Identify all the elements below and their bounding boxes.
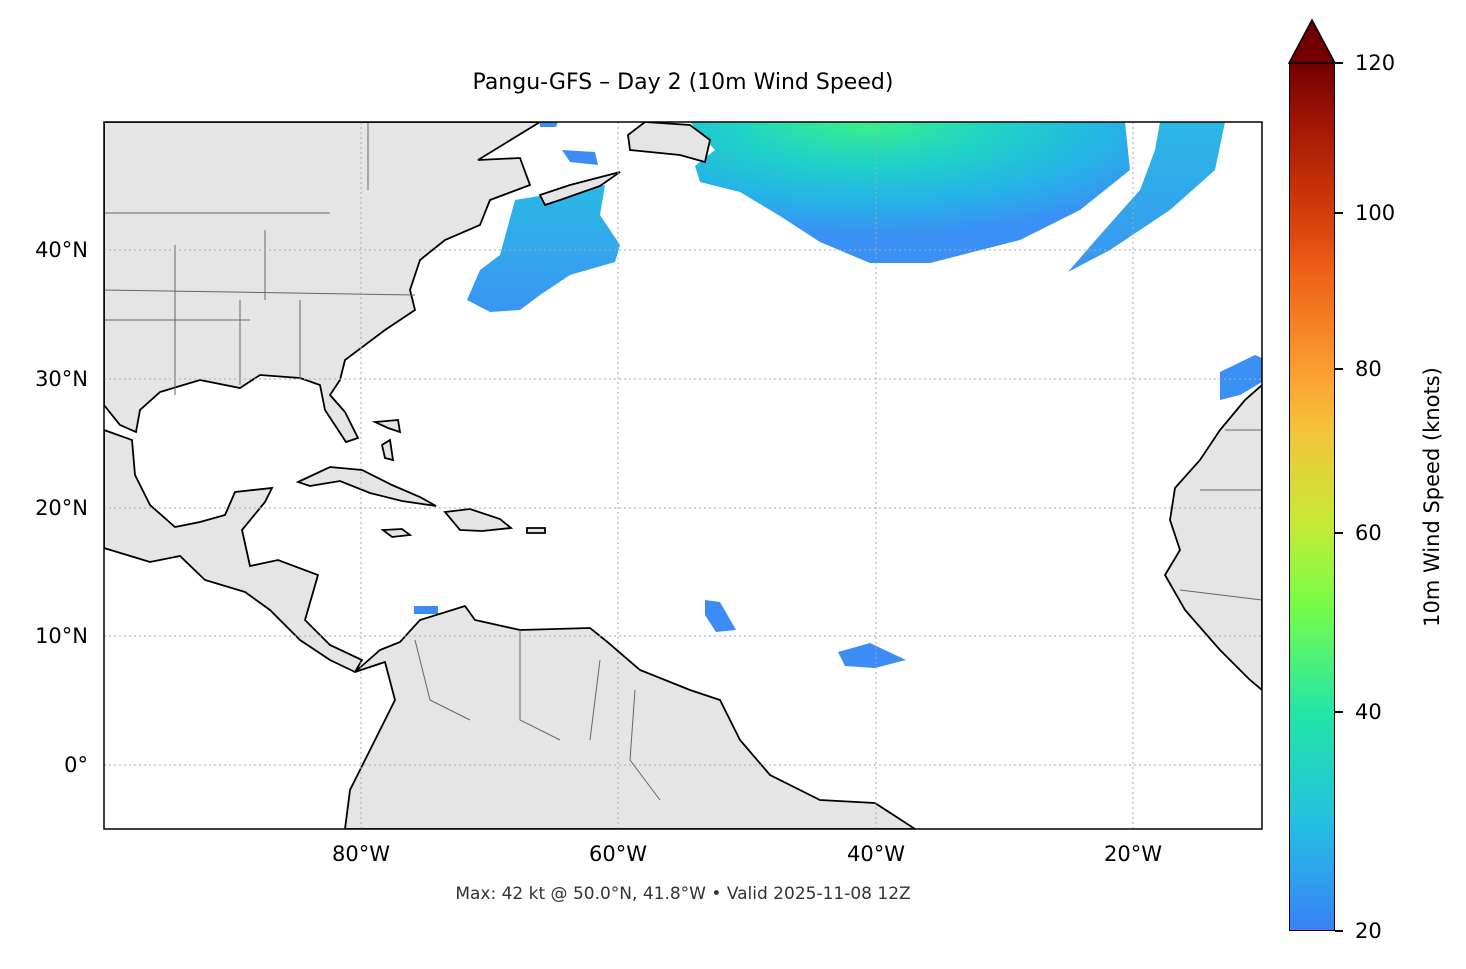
cuba [295, 466, 437, 507]
colorbar-tick [1335, 368, 1343, 370]
political-borders [104, 122, 1262, 801]
nova-scotia [538, 171, 621, 207]
x-tick-label: 40°W [847, 842, 905, 866]
colorbar [1289, 63, 1335, 931]
colorbar-tick-label: 40 [1355, 700, 1382, 724]
colorbar-tick [1335, 532, 1343, 534]
wind-blob-tropic-2 [838, 643, 906, 668]
y-tick-label: 40°N [35, 238, 88, 262]
wind-blob-tropic-1 [705, 600, 736, 632]
wind-blob-gulf-st-lawrence [540, 122, 598, 165]
bahamas [371, 419, 402, 462]
x-tick-label: 20°W [1104, 842, 1162, 866]
colorbar-tick-label: 60 [1355, 521, 1382, 545]
jamaica [380, 528, 413, 538]
colorbar-extend-arrow [1287, 18, 1337, 64]
x-tick-label: 60°W [589, 842, 647, 866]
y-tick-label: 0° [64, 753, 88, 777]
colorbar-label: 10m Wind Speed (knots) [1420, 367, 1444, 627]
colorbar-tick-label: 120 [1355, 51, 1396, 75]
colorbar-tick [1335, 930, 1343, 932]
hispaniola [443, 508, 514, 532]
y-tick-label: 10°N [35, 624, 88, 648]
wind-blob-offshore-us [467, 185, 620, 312]
mexico-central-america [104, 429, 364, 674]
north-america [104, 122, 542, 444]
africa [1163, 383, 1262, 692]
puerto-rico [526, 527, 546, 534]
wind-blob-northeast [1068, 122, 1225, 272]
colorbar-tick-label: 20 [1355, 919, 1382, 943]
south-america [344, 604, 917, 829]
max-wind-footer: Max: 42 kt @ 50.0°N, 41.8°W • Valid 2025… [455, 884, 911, 904]
y-tick-label: 20°N [35, 496, 88, 520]
y-tick-label: 30°N [35, 367, 88, 391]
wind-speed-field [414, 122, 1262, 668]
gridlines [104, 122, 1262, 829]
chart-title: Pangu-GFS – Day 2 (10m Wind Speed) [472, 70, 894, 95]
colorbar-tick [1335, 212, 1343, 214]
wind-blob-tropic-3 [414, 606, 438, 614]
colorbar-tick [1335, 62, 1343, 64]
colorbar-tick-label: 100 [1355, 201, 1396, 225]
map-frame [103, 121, 1263, 830]
newfoundland [627, 122, 712, 164]
land [104, 122, 1262, 829]
colorbar-tick [1335, 711, 1343, 713]
x-tick-label: 80°W [332, 842, 390, 866]
wind-blob-north-atlantic [690, 122, 1130, 263]
colorbar-tick-label: 80 [1355, 357, 1382, 381]
wind-blob-canaries [1220, 355, 1262, 400]
